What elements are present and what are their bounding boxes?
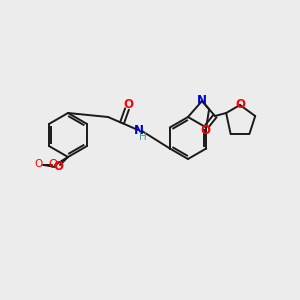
Text: O: O xyxy=(48,158,58,172)
Text: O: O xyxy=(200,124,210,136)
Text: O: O xyxy=(53,160,63,173)
Text: N: N xyxy=(134,124,144,137)
Text: H: H xyxy=(139,132,147,142)
Text: O: O xyxy=(35,159,43,169)
Text: O: O xyxy=(123,98,133,110)
Text: O: O xyxy=(235,98,245,110)
Text: N: N xyxy=(197,94,207,106)
